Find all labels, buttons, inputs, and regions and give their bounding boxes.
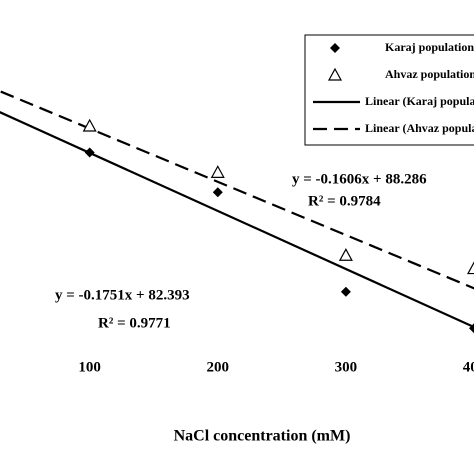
legend [304, 34, 474, 146]
point [338, 248, 353, 261]
point [210, 165, 225, 178]
x-tick-label: 200 [207, 359, 230, 375]
legend-marker [327, 67, 343, 81]
legend-label: Linear (Ahvaz population) [365, 121, 474, 135]
x-tick-label: 100 [78, 359, 101, 375]
point [82, 118, 97, 132]
legend-label: Linear (Karaj population) [365, 94, 474, 108]
equation: y = -0.1751x + 82.393 [55, 287, 190, 303]
x-axis-label: NaCl concentration (mM) [174, 428, 351, 445]
point [212, 187, 223, 198]
legend-label: Ahvaz population [385, 67, 474, 81]
trendline [0, 111, 474, 329]
legend-marker [330, 43, 340, 53]
point [466, 261, 474, 275]
point [340, 286, 351, 297]
point [469, 323, 474, 334]
equation: y = -0.1606x + 88.286 [292, 171, 427, 187]
legend-label: Karaj population [385, 40, 474, 54]
x-tick-label: 300 [335, 359, 358, 375]
r-squared: R² = 0.9784 [308, 193, 381, 209]
x-tick-label: 400 [463, 359, 474, 375]
point [84, 147, 95, 158]
r-squared: R² = 0.9771 [98, 315, 171, 331]
